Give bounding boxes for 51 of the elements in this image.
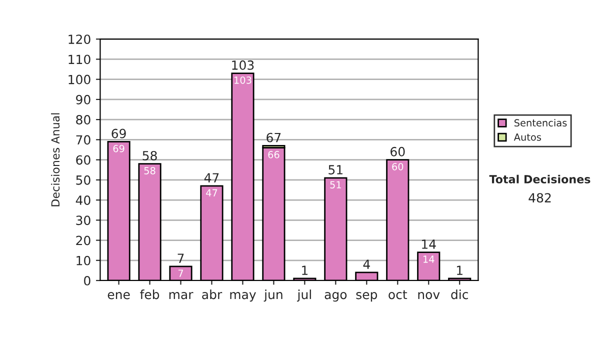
data-label: 51 bbox=[330, 181, 341, 188]
data-label: 60 bbox=[392, 162, 404, 170]
y-tick-label: 120 bbox=[68, 34, 90, 44]
x-tick-label: sep bbox=[356, 292, 378, 302]
total-label: 51 bbox=[328, 165, 342, 174]
y-tick-label: 100 bbox=[68, 74, 90, 84]
total-label: 69 bbox=[112, 128, 126, 138]
total-label: 67 bbox=[266, 132, 281, 142]
y-tick-label: 40 bbox=[76, 196, 90, 205]
x-tick-label: feb bbox=[140, 290, 160, 300]
y-tick-label: 110 bbox=[68, 54, 90, 64]
y-tick-label: 60 bbox=[76, 155, 90, 165]
x-tick-label: ene bbox=[108, 292, 130, 300]
y-tick-label: 20 bbox=[76, 236, 90, 246]
total-label: 1 bbox=[457, 266, 462, 275]
y-tick-label: 90 bbox=[76, 94, 90, 104]
y-tick-label: 30 bbox=[76, 216, 90, 226]
x-tick-label: jul bbox=[297, 290, 311, 302]
text: 482 bbox=[528, 193, 551, 203]
data-label: 66 bbox=[268, 150, 280, 158]
total-label: 103 bbox=[232, 60, 254, 70]
y-axis-title: Decisiones Anual bbox=[51, 113, 60, 206]
total-label: 4 bbox=[363, 260, 370, 269]
x-tick-label: dic bbox=[451, 290, 468, 300]
total-label: 60 bbox=[390, 146, 405, 156]
y-tick-label: 80 bbox=[76, 115, 90, 124]
legend-label: Autos bbox=[514, 134, 542, 141]
data-label: 58 bbox=[144, 167, 156, 174]
x-tick-label: may bbox=[230, 292, 256, 302]
y-tick-label: 50 bbox=[76, 175, 90, 185]
x-tick-label: abr bbox=[202, 290, 222, 300]
data-label: 103 bbox=[234, 76, 252, 84]
x-tick-label: oct bbox=[388, 290, 408, 300]
y-tick-label: 0 bbox=[84, 276, 90, 286]
x-tick-label: ago bbox=[324, 292, 347, 302]
x-tick-label: nov bbox=[418, 292, 440, 300]
y-tick-label: 70 bbox=[76, 135, 90, 145]
total-label: 1 bbox=[302, 266, 308, 275]
data-label: 69 bbox=[113, 144, 124, 152]
total-label: 14 bbox=[422, 240, 436, 249]
text: Total Decisiones bbox=[489, 174, 590, 184]
legend-label: Sentencias bbox=[514, 118, 567, 127]
data-label: 47 bbox=[206, 189, 218, 196]
y-tick-label: 10 bbox=[76, 256, 90, 266]
total-label: 47 bbox=[204, 173, 219, 182]
x-tick-label: jun bbox=[264, 290, 282, 302]
data-label: 7 bbox=[178, 270, 184, 277]
total-label: 7 bbox=[178, 254, 184, 263]
x-tick-label: mar bbox=[169, 292, 194, 300]
data-label: 14 bbox=[424, 256, 434, 263]
total-label: 58 bbox=[142, 150, 157, 160]
